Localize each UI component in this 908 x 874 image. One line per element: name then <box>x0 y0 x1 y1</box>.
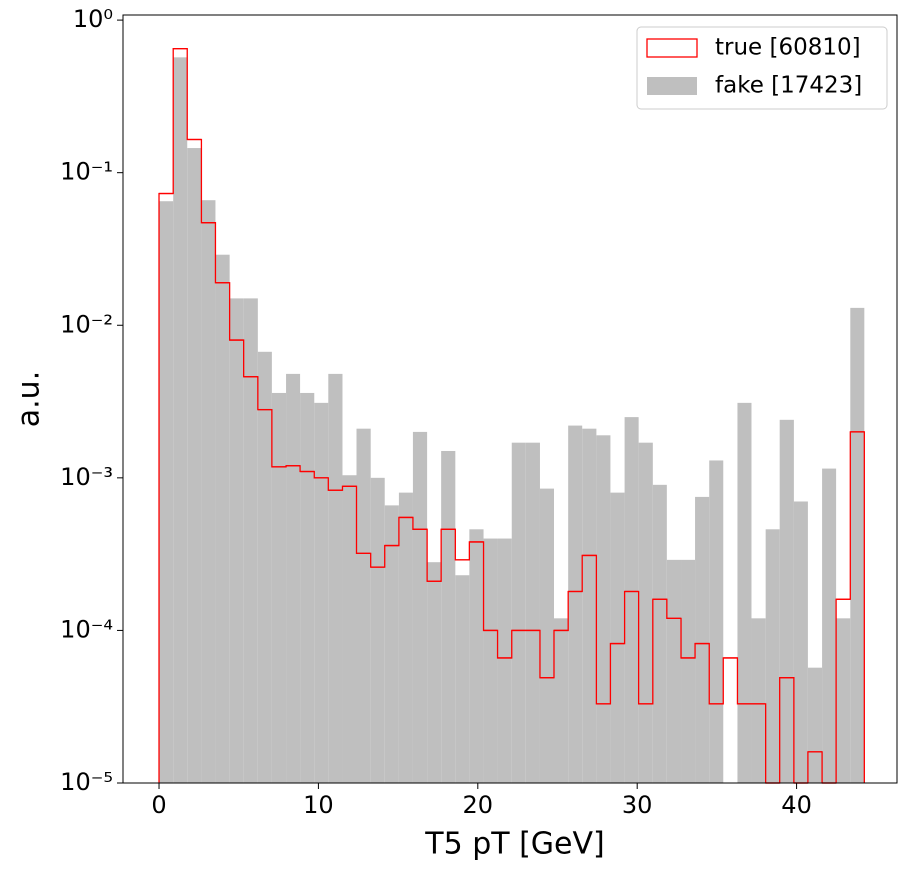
bar <box>342 475 357 783</box>
x-tick-label: 10 <box>303 791 334 819</box>
legend-label: true [60810] <box>715 35 861 61</box>
legend-frame <box>636 26 888 110</box>
bar <box>441 450 456 783</box>
y-tick-label: 10⁻³ <box>60 463 113 491</box>
bar <box>483 538 498 783</box>
bar <box>695 496 710 783</box>
bar <box>709 460 724 783</box>
bar <box>737 402 752 783</box>
bar <box>793 501 808 783</box>
bar <box>525 442 540 783</box>
bar <box>836 618 851 783</box>
y-tick-label: 10⁰ <box>73 5 113 33</box>
bar <box>497 538 512 783</box>
bar <box>681 559 696 783</box>
bar <box>286 373 301 783</box>
bar <box>412 431 428 783</box>
x-axis-label: T5 pT [GeV] <box>424 827 605 862</box>
x-tick-label: 20 <box>463 791 494 819</box>
y-tick-label: 10⁻⁵ <box>60 768 113 796</box>
y-tick-label: 10⁻² <box>60 310 113 338</box>
x-tick-label: 30 <box>622 791 653 819</box>
bar <box>159 201 174 783</box>
bar <box>652 484 667 783</box>
bar <box>638 442 653 783</box>
bar <box>469 529 484 783</box>
y-tick-label: 10⁻¹ <box>60 158 113 186</box>
bar <box>666 559 682 783</box>
y-tick-label: 10⁻⁴ <box>60 615 113 643</box>
bar <box>398 492 413 783</box>
bar <box>779 419 794 783</box>
bar <box>215 254 230 784</box>
bar <box>271 392 287 783</box>
bar <box>243 298 258 783</box>
legend-label: fake [17423] <box>715 73 862 99</box>
bar <box>765 529 780 783</box>
bar <box>539 488 554 783</box>
legend-swatch <box>646 38 698 58</box>
bar <box>300 392 315 783</box>
bar <box>257 351 272 783</box>
bar <box>511 442 526 783</box>
bar <box>356 428 371 783</box>
x-tick-label: 40 <box>781 791 812 819</box>
bar <box>229 298 244 783</box>
bar <box>455 575 470 783</box>
y-axis-label: a.u. <box>12 371 47 427</box>
bar <box>314 402 329 783</box>
legend: true [60810] fake [17423] <box>636 26 888 110</box>
bar <box>850 307 865 783</box>
bar <box>568 425 583 783</box>
bar <box>328 373 343 783</box>
bar <box>807 667 823 783</box>
bar <box>553 618 569 783</box>
bar <box>582 428 597 783</box>
bar <box>610 492 625 783</box>
bar <box>173 57 188 783</box>
bar <box>427 562 442 783</box>
bar <box>751 618 766 783</box>
x-tick-label: 0 <box>151 791 166 819</box>
bar <box>624 417 639 783</box>
bar <box>370 477 385 783</box>
bar <box>596 435 611 783</box>
plot-frame <box>122 14 898 784</box>
bar <box>201 200 216 783</box>
legend-swatch <box>647 77 697 95</box>
bar <box>384 505 399 783</box>
bar <box>822 468 837 783</box>
bar <box>187 148 202 784</box>
